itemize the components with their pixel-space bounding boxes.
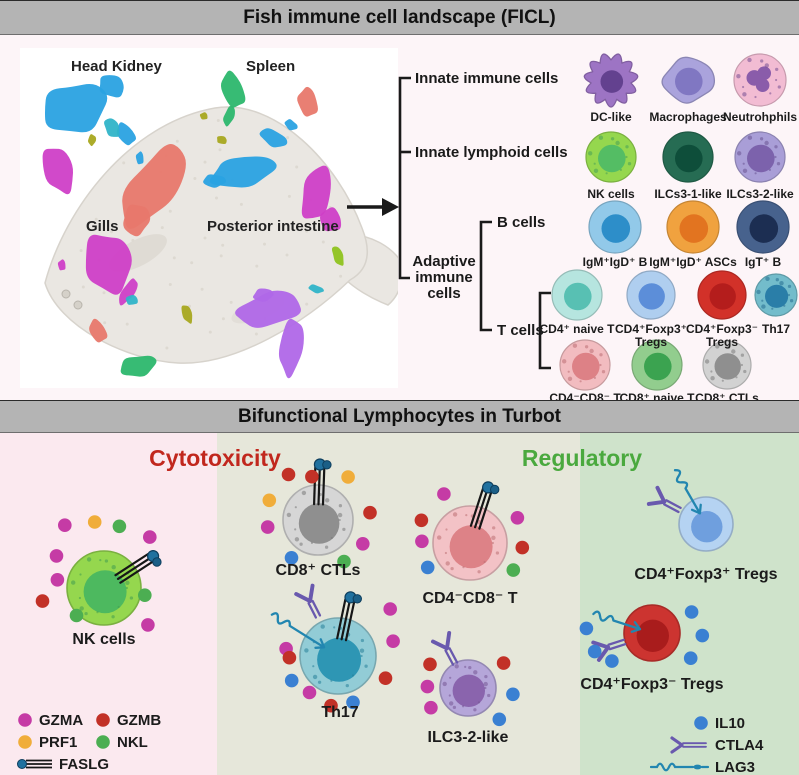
- catalog-cell-label-macrophages: Macrophages: [649, 110, 727, 124]
- bifunctional-cell-label-ilc3-2-like: ILC3-2-like: [427, 729, 509, 746]
- legend-item-gzmb: GZMB: [94, 712, 172, 729]
- organ-label-posterior-intestine: Posterior intestine: [207, 218, 339, 235]
- legend-item-nkl: NKL: [94, 734, 172, 751]
- organ-label-gills: Gills: [86, 218, 119, 235]
- bifunctional-cell-label-cd4-cd8-dn-t: CD4⁻CD8⁻ T: [422, 590, 518, 607]
- ctla4-icon: [648, 736, 710, 754]
- catalog-cell-label-ilcs3-2-like: ILCs3-2-like: [726, 187, 794, 201]
- bottom-title: Bifunctional Lymphocytes in Turbot: [238, 405, 561, 427]
- cytotoxicity-title: Cytotoxicity: [149, 445, 281, 471]
- nkl-icon: [94, 734, 112, 750]
- catalog-cell-label-igt-b: IgT⁺ B: [744, 255, 782, 269]
- faslg-icon: [16, 756, 54, 772]
- tree-branch-b-cells: B cells: [497, 214, 546, 231]
- catalog-cell-label-cd4-foxp3neg-tregs: CD4⁺Foxp3⁻ Tregs: [685, 322, 759, 349]
- catalog-cell-label-nk-cells: NK cells: [587, 187, 635, 201]
- cytotoxicity-legend: GZMA GZMB PRF1 NKL FASLG: [16, 709, 172, 775]
- legend-item-prf1: PRF1: [16, 734, 94, 751]
- umap-plot: [42, 70, 403, 379]
- legend-item-ctla4: CTLA4: [648, 734, 763, 756]
- tree-branch-innate-immune: Innate immune cells: [415, 70, 559, 87]
- organ-label-head-kidney: Head Kidney: [71, 58, 162, 75]
- legend-item-lag3: LAG3: [648, 756, 763, 775]
- legend-row: FASLG: [16, 753, 172, 775]
- organ-label-spleen: Spleen: [246, 58, 296, 75]
- legend-item-faslg: FASLG: [16, 756, 109, 773]
- gzmb-icon: [94, 712, 112, 728]
- top-title: Fish immune cell landscape (FICL): [243, 6, 556, 28]
- regulatory-legend: IL10 CTLA4 LAG3: [648, 712, 763, 775]
- tree-branch-t-cells: T cells: [497, 322, 544, 339]
- catalog-cell-label-igm-igd-ascs: IgM⁺IgD⁺ ASCs: [649, 255, 737, 269]
- catalog-cell-label-igm-igd-b: IgM⁺IgD⁺ B: [582, 255, 648, 269]
- legend-item-gzma: GZMA: [16, 712, 94, 729]
- gzma-icon: [16, 712, 34, 728]
- catalog-cell-label-cd4-foxp3pos-tregs: CD4⁺Foxp3⁺ Tregs: [614, 322, 688, 349]
- il10-icon: [648, 715, 710, 731]
- bottom-title-bar: Bifunctional Lymphocytes in Turbot: [0, 400, 799, 433]
- catalog-cell-label-neutrophils: Neutrohphils: [723, 110, 797, 124]
- bifunctional-cell-label-cd8-ctls: CD8⁺ CTLs: [275, 562, 361, 579]
- tree-branch-innate-lymphoid: Innate lymphoid cells: [415, 144, 568, 161]
- bifunctional-cell-label-cd4-foxp3pos-tregs: CD4⁺Foxp3⁺ Tregs: [634, 566, 778, 583]
- lag3-icon: [648, 759, 710, 775]
- bifunctional-section: Cytotoxicity Regulatory GZMA GZMB PRF1 NKL F…: [0, 433, 799, 775]
- catalog-cell-label-dc-like: DC-like: [590, 110, 632, 124]
- shared-panel: [217, 433, 580, 775]
- legend-row: PRF1 NKL: [16, 731, 172, 753]
- legend-item-il10: IL10: [648, 712, 763, 734]
- regulatory-title: Regulatory: [521, 445, 643, 471]
- catalog-cell-label-th17: Th17: [761, 322, 791, 336]
- ficl-section: Head Kidney Spleen Gills Posterior intes…: [0, 35, 799, 405]
- bifunctional-cell-label-nk-cells: NK cells: [72, 631, 136, 648]
- fish-umap-panel: Head Kidney Spleen Gills Posterior intes…: [20, 48, 403, 388]
- prf1-icon: [16, 734, 34, 750]
- tree-branch-adaptive: Adaptive immune cells: [412, 253, 476, 302]
- top-title-bar: Fish immune cell landscape (FICL): [0, 0, 799, 35]
- bifunctional-cell-label-th17: Th17: [321, 704, 359, 721]
- catalog-cell-label-cd4-naive-t: CD4⁺ naive T: [539, 322, 615, 336]
- catalog-cell-label-ilcs3-1-like: ILCs3-1-like: [654, 187, 722, 201]
- bifunctional-cell-label-cd4-foxp3neg-tregs: CD4⁺Foxp3⁻ Tregs: [580, 676, 724, 693]
- legend-row: GZMA GZMB: [16, 709, 172, 731]
